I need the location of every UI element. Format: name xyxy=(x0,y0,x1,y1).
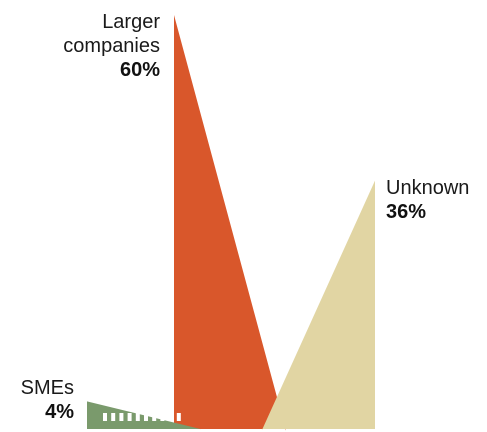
stripe-mark xyxy=(127,413,132,421)
bar-unknown xyxy=(262,180,375,430)
stripe-mark xyxy=(119,413,124,421)
bar-larger xyxy=(174,15,286,431)
stripe-mark xyxy=(176,413,181,421)
stripe-mark xyxy=(168,413,173,421)
stripe-mark xyxy=(103,413,107,421)
stripe-mark xyxy=(135,413,140,421)
unknown-name-label-0: Unknown xyxy=(386,177,469,199)
bar-smes-stripes xyxy=(103,413,181,421)
larger-name-label-1: companies xyxy=(63,35,160,57)
larger-name-label-0: Larger xyxy=(102,11,160,33)
unknown-value-label: 36% xyxy=(386,201,426,223)
stripe-mark xyxy=(152,413,157,421)
stripe-mark xyxy=(144,413,148,421)
larger-value-label: 60% xyxy=(120,59,160,81)
smes-value-label: 4% xyxy=(45,401,74,423)
smes-name-label-0: SMEs xyxy=(21,377,74,399)
stripe-mark xyxy=(160,413,165,421)
stripe-mark xyxy=(111,413,116,421)
